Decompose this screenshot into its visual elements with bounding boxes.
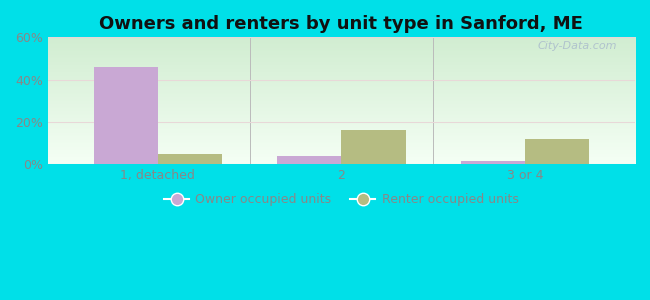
Bar <box>94 67 158 164</box>
Legend: Owner occupied units, Renter occupied units: Owner occupied units, Renter occupied un… <box>159 188 523 211</box>
Title: Owners and renters by unit type in Sanford, ME: Owners and renters by unit type in Sanfo… <box>99 15 583 33</box>
Bar <box>461 161 525 164</box>
Bar <box>277 156 341 164</box>
Bar <box>525 139 589 164</box>
Text: City-Data.com: City-Data.com <box>538 41 617 51</box>
Bar <box>341 130 406 164</box>
Bar <box>158 154 222 164</box>
